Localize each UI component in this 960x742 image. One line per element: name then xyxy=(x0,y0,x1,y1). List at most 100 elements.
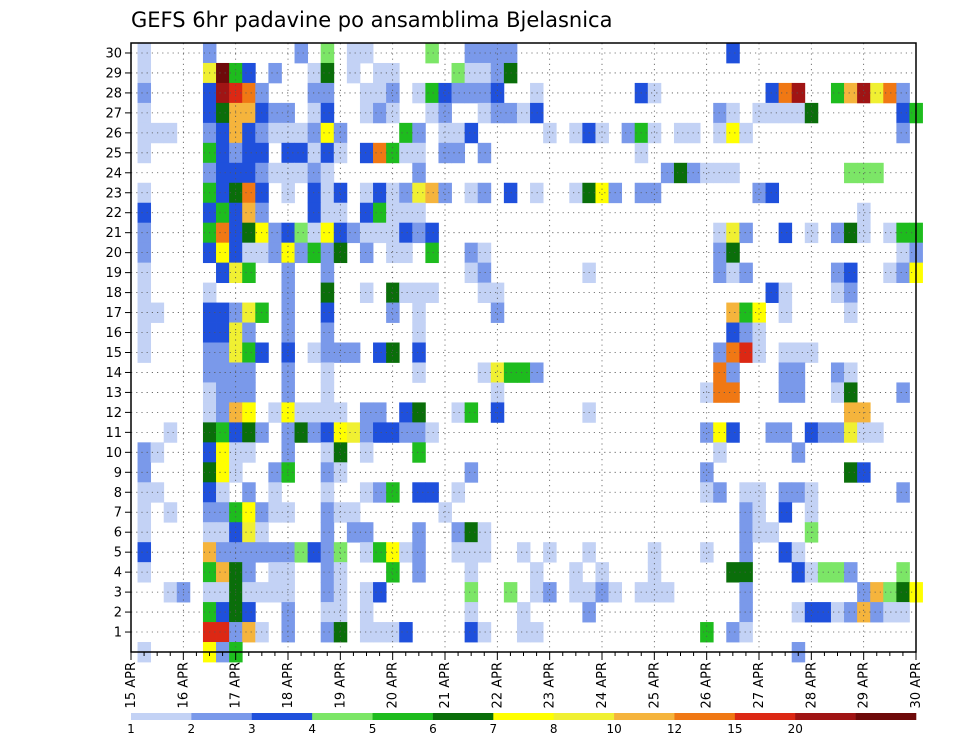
heatmap-cell xyxy=(451,482,466,503)
heatmap-cell xyxy=(216,402,230,423)
heatmap-cell xyxy=(320,462,335,483)
y-tick-label: 24 xyxy=(105,166,122,181)
heatmap-cell xyxy=(595,182,609,204)
y-axis: 1234567891011121314151617181920212223242… xyxy=(105,46,131,641)
heatmap-cell xyxy=(726,302,740,323)
heatmap-cell xyxy=(242,182,256,204)
heatmap-cell xyxy=(294,402,309,423)
heatmap-cell xyxy=(242,402,256,423)
heatmap-cell xyxy=(844,262,858,284)
heatmap-cell xyxy=(621,122,636,144)
heatmap-cell xyxy=(307,422,322,443)
heatmap-cell xyxy=(307,342,322,363)
y-tick-label: 28 xyxy=(105,86,122,101)
color-legend: 1 2 3 4 5 6 7 8 10 12 15 20 xyxy=(127,713,917,736)
x-tick-label: 26 APR xyxy=(700,662,715,708)
legend-swatch xyxy=(131,713,192,720)
heatmap-cell xyxy=(569,122,583,144)
heatmap-cell xyxy=(857,582,871,603)
heatmap-cell xyxy=(399,202,413,224)
heatmap-cell xyxy=(137,282,152,303)
legend-label: 2 xyxy=(188,722,196,736)
legend-swatch xyxy=(795,713,856,720)
heatmap-cell xyxy=(386,482,400,503)
heatmap-cell xyxy=(333,582,348,603)
heatmap-cell xyxy=(595,582,609,603)
heatmap-cell xyxy=(752,182,766,204)
heatmap-cell xyxy=(451,522,466,543)
heatmap-cell xyxy=(320,402,335,423)
heatmap-cell xyxy=(804,342,819,363)
heatmap-cell xyxy=(791,482,806,503)
heatmap-cell xyxy=(386,342,400,363)
heatmap-cell xyxy=(320,102,335,124)
heatmap-cell xyxy=(307,222,322,244)
heatmap-cell xyxy=(844,302,858,323)
heatmap-cell xyxy=(412,342,426,363)
heatmap-cell xyxy=(268,482,282,503)
heatmap-cell xyxy=(216,382,230,403)
heatmap-cell xyxy=(765,282,780,303)
heatmap-cell xyxy=(373,102,387,124)
heatmap-cell xyxy=(804,482,819,503)
heatmap-cell xyxy=(752,342,766,363)
heatmap-cell xyxy=(242,302,256,323)
heatmap-cell xyxy=(477,542,492,563)
heatmap-cell xyxy=(804,222,819,244)
heatmap-cell xyxy=(791,362,806,383)
heatmap-cell xyxy=(386,562,400,583)
heatmap-cell xyxy=(700,542,714,563)
heatmap-cell xyxy=(438,502,452,523)
heatmap-cell xyxy=(857,82,871,104)
y-tick-label: 5 xyxy=(114,546,122,561)
heatmap-cell xyxy=(216,122,230,144)
y-tick-label: 14 xyxy=(105,366,122,381)
heatmap-cell xyxy=(569,562,583,583)
heatmap-cell xyxy=(333,182,348,204)
heatmap-cell xyxy=(464,402,479,423)
heatmap-cell xyxy=(713,422,727,443)
heatmap-cell xyxy=(739,562,753,583)
heatmap-cell xyxy=(242,342,256,363)
heatmap-cell xyxy=(294,542,309,563)
heatmap-cell xyxy=(412,122,426,144)
heatmap-cell xyxy=(464,602,479,623)
heatmap-cell xyxy=(713,102,727,124)
heatmap-cell xyxy=(320,382,335,403)
heatmap-cell xyxy=(765,522,780,543)
y-tick-label: 25 xyxy=(105,146,122,161)
heatmap-cell xyxy=(464,82,479,104)
heatmap-cell xyxy=(359,482,374,503)
x-tick-label: 18 APR xyxy=(281,662,296,708)
heatmap-cell xyxy=(359,102,374,124)
heatmap-cell xyxy=(320,162,335,184)
heatmap-cell xyxy=(294,43,309,64)
heatmap-cell xyxy=(595,122,609,144)
heatmap-cell xyxy=(726,362,740,383)
heatmap-cell xyxy=(425,222,439,244)
heatmap-cell xyxy=(216,502,230,523)
heatmap-cell xyxy=(490,62,505,84)
heatmap-cell xyxy=(713,162,727,184)
heatmap-cell xyxy=(752,102,766,124)
x-tick-label: 21 APR xyxy=(438,662,453,708)
heatmap-cell xyxy=(242,122,256,144)
heatmap-cell xyxy=(425,422,439,443)
y-tick-label: 29 xyxy=(105,66,122,81)
heatmap-cell xyxy=(137,442,152,463)
heatmap-cell xyxy=(438,82,452,104)
heatmap-cell xyxy=(464,242,479,264)
grid-lines xyxy=(131,43,916,652)
x-tick-label: 20 APR xyxy=(386,662,401,708)
heatmap-cell xyxy=(242,562,256,583)
heatmap-cell xyxy=(333,242,348,264)
heatmap-cell xyxy=(844,362,858,383)
heatmap-cell xyxy=(516,102,531,124)
heatmap-cell xyxy=(464,622,479,643)
heatmap-cell xyxy=(137,502,152,523)
heatmap-cell xyxy=(844,562,858,583)
heatmap-cell xyxy=(294,162,309,184)
heatmap-cell xyxy=(700,382,714,403)
heatmap-cell xyxy=(896,562,910,583)
heatmap-cell xyxy=(700,462,714,483)
